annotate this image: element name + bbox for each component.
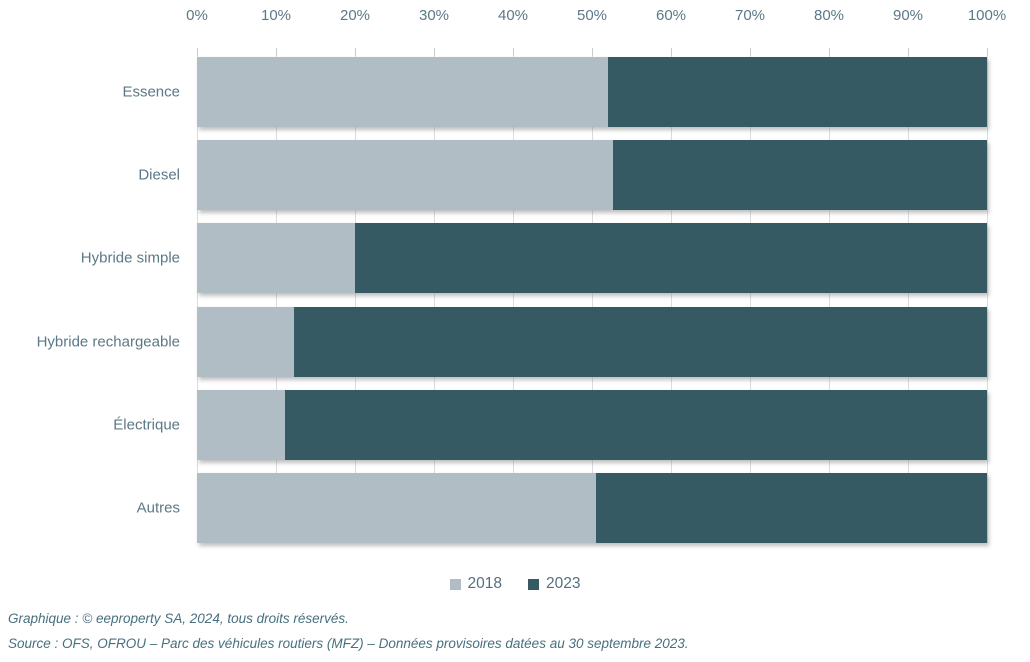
bar-segment-2018 [197,57,608,127]
legend-swatch-2023 [528,578,539,590]
bar-row: Hybride rechargeable [37,306,987,377]
gridline [986,56,988,543]
legend-item-2018: 2018 [449,575,502,593]
gridline [196,56,198,543]
x-axis-tick-label: 100% [967,7,1007,24]
bar-row: Autres [137,472,987,543]
x-axis-tick-label: 30% [418,7,450,24]
x-axis-tick-mark [512,48,514,57]
gridline [907,56,909,543]
category-label: Autres [136,499,180,517]
footer: Graphique : © eeproperty SA, 2024, tous … [8,606,689,656]
x-axis-tick-label: 0% [186,7,208,24]
x-axis-tick-mark [670,48,672,57]
x-axis-tick-mark [433,48,435,57]
gridline [275,56,277,543]
footer-credit-line: Graphique : © eeproperty SA, 2024, tous … [8,611,349,626]
x-axis-tick-mark [354,48,356,57]
bar-segment-2018 [197,223,355,294]
x-axis-tick-label: 40% [497,7,529,24]
x-axis-tick-label: 50% [576,7,608,24]
category-label: Électrique [113,416,180,434]
x-axis-tick-mark [196,48,198,57]
bar-segment-2023 [595,472,987,543]
gridline [749,56,751,543]
footer-source-line: Source : OFS, OFROU – Parc des véhicules… [8,636,689,651]
bar-segment-2018 [197,472,596,543]
bar-segment-2018 [197,306,295,377]
legend-label: 2018 [467,575,502,592]
bar-segment-2018 [197,389,285,460]
gridline [670,56,672,543]
bar-row: Électrique [113,389,987,460]
gridline [591,56,593,543]
bar-row: Hybride simple [81,223,987,294]
legend-item-2023: 2023 [528,575,580,593]
gridline [828,56,830,543]
category-label: Essence [122,83,180,101]
bar-segment-2023 [612,140,987,211]
x-axis-tick-mark [591,48,593,57]
legend-label: 2023 [546,575,581,592]
bar-segment-2023 [355,223,987,294]
x-axis-tick-label: 70% [734,7,766,24]
legend-swatch-2018 [449,578,461,590]
x-axis-tick-label: 80% [813,7,845,24]
gridline-layer [196,56,988,543]
gridline [354,56,356,543]
x-axis-tick-mark [828,48,830,57]
gridline [433,56,435,543]
x-axis-tick-mark [986,48,988,57]
category-label: Hybride rechargeable [36,333,180,351]
category-label: Hybride simple [80,249,180,267]
bar-segment-2023 [294,306,987,377]
x-axis-tick-label: 60% [655,7,687,24]
bar-segment-2023 [607,57,987,127]
category-label: Diesel [138,166,180,184]
gridline [512,56,514,543]
x-axis-tick-mark [907,48,909,57]
bar-segment-2018 [197,140,613,211]
x-axis: 0% 10% 20% 30% 40% 50% 60% 70% 80% 90% 100% [186,0,1006,57]
bar-row: Essence [122,57,987,127]
x-axis-tick-mark [275,48,277,57]
x-axis-tick-mark [749,48,751,57]
bar-rows: Essence Diesel Hybride simple Hybride recha… [37,57,987,543]
legend: 2018 2023 [0,575,1030,593]
bar-segment-2023 [284,389,987,460]
plot-area: Essence Diesel Hybride simple Hybride recha… [37,56,988,543]
bar-row: Diesel [138,140,987,211]
x-axis-tick-label: 90% [892,7,924,24]
x-axis-tick-label: 10% [260,7,292,24]
x-axis-tick-label: 20% [339,7,371,24]
